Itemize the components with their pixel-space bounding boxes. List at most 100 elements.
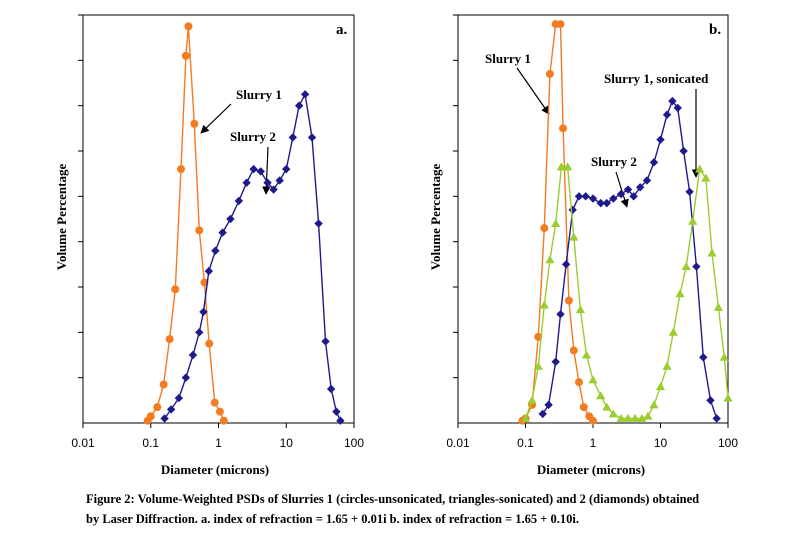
- panel-b-annotation-slurry-2: Slurry 2: [591, 154, 637, 169]
- panel-a-x-tick-label: 100: [344, 436, 364, 450]
- panel-b-x-tick-label: 0.1: [517, 436, 534, 450]
- panel-b-data-point: [637, 413, 647, 422]
- panel-b-data-point: [561, 260, 571, 269]
- panel-b-data-point: [616, 189, 626, 199]
- panel-a-data-point: [205, 339, 214, 348]
- panel-a-data-point: [300, 90, 310, 99]
- panel-b-x-axis-title: Diameter (microns): [537, 462, 645, 477]
- panel-b-data-point: [569, 232, 579, 241]
- panel-a-data-point: [195, 226, 204, 235]
- panel-a-x-tick-label: 0.01: [71, 436, 95, 450]
- panel-b-data-point: [574, 378, 583, 387]
- caption-line-1: Figure 2: Volume-Weighted PSDs of Slurri…: [86, 492, 700, 506]
- panel-a-data-point: [218, 228, 227, 237]
- panel-a-x-tick-label: 0.1: [142, 436, 159, 450]
- panel-a-data-point: [204, 266, 214, 276]
- panel-b-data-point: [559, 124, 568, 133]
- panel-a-data-point: [159, 380, 168, 389]
- panel-b-data-point: [701, 173, 711, 182]
- panel-b-chart: b. Volume Percentage Diameter (microns) …: [428, 14, 738, 477]
- panel-b-series-line: [542, 99, 718, 419]
- panel-b-data-point: [707, 248, 717, 257]
- panel-b-y-axis-title: Volume Percentage: [428, 164, 443, 271]
- panel-a-x-tick-label: 10: [280, 436, 294, 450]
- panel-a-data-point: [171, 285, 180, 294]
- panel-a-data-point: [336, 416, 345, 425]
- panel-b-data-point: [556, 20, 565, 29]
- panel-b-data-point: [533, 361, 543, 370]
- panel-a-data-point: [332, 407, 341, 416]
- panel-b-data-point: [668, 96, 677, 106]
- panel-b-series-layer: [518, 20, 733, 425]
- panel-a-series-line: [147, 26, 225, 422]
- panel-b-data-point: [623, 185, 633, 194]
- panel-b-data-point: [630, 413, 640, 422]
- panel-b-data-point: [564, 296, 573, 305]
- panel-a-arrow-slurry-1: [200, 103, 232, 134]
- panel-b-data-point: [679, 146, 688, 156]
- panel-b-data-point: [668, 327, 678, 336]
- panel-b-data-point: [712, 414, 721, 423]
- panel-a-data-point: [184, 22, 193, 31]
- panel-b-data-point: [539, 300, 549, 309]
- panel-a-data-point: [190, 119, 199, 128]
- panel-a-y-axis-title: Volume Percentage: [54, 164, 69, 271]
- panel-b-data-point: [562, 162, 573, 171]
- panel-a-x-tick-label: 1: [215, 436, 222, 450]
- panel-a-data-point: [321, 337, 330, 346]
- panel-b-data-point: [681, 262, 691, 271]
- panel-b-data-point: [596, 198, 605, 208]
- panel-a-data-point: [275, 176, 284, 185]
- panel-a-data-point: [210, 398, 219, 407]
- panel-a-data-point: [166, 405, 176, 414]
- panel-b-data-point: [662, 361, 672, 370]
- panel-a-data-point: [288, 133, 298, 142]
- panel-b-data-point: [643, 411, 653, 420]
- panel-a-data-point: [269, 185, 278, 194]
- panel-a-data-point: [146, 412, 155, 421]
- panel-a-data-point: [282, 164, 291, 174]
- panel-a-data-point: [181, 51, 190, 60]
- panel-b-label: b.: [709, 22, 721, 38]
- panel-b-data-point: [655, 382, 666, 391]
- panel-b-data-point: [589, 416, 597, 425]
- panel-b-data-point: [551, 357, 560, 366]
- panel-b-data-point: [706, 396, 715, 405]
- panel-a-label: a.: [336, 22, 348, 38]
- panel-a-data-point: [211, 246, 220, 255]
- panel-a-data-point: [188, 350, 198, 360]
- panel-b-data-point: [602, 198, 611, 208]
- panel-b-data-point: [545, 255, 555, 264]
- panel-a-data-point: [256, 167, 265, 176]
- panel-b-data-point: [692, 262, 701, 271]
- panel-b-data-point: [545, 69, 554, 78]
- panel-b-data-point: [556, 310, 565, 319]
- panel-a-ticks: 0.01 0.1 1 10 100: [71, 14, 364, 450]
- panel-b-annotation-slurry-1: Slurry 1: [485, 51, 531, 66]
- panel-b-data-point: [575, 305, 585, 314]
- panel-a-data-point: [314, 219, 323, 228]
- panel-b-annotation-slurry-1-sonicated: Slurry 1, sonicated: [604, 71, 709, 86]
- panel-b-data-point: [569, 346, 578, 355]
- panel-b-data-point: [579, 403, 588, 412]
- panel-a-data-point: [153, 403, 162, 412]
- panel-a-data-point: [174, 393, 184, 403]
- figure-caption: Figure 2: Volume-Weighted PSDs of Slurri…: [86, 489, 786, 529]
- panel-b-x-tick-label: 0.01: [446, 436, 470, 450]
- panel-a-annotation-slurry-2: Slurry 2: [230, 129, 276, 144]
- panel-a-data-point: [219, 416, 228, 425]
- panel-a-data-point: [307, 133, 317, 142]
- panel-a-data-point: [249, 164, 258, 174]
- panel-a-data-point: [263, 178, 272, 187]
- panel-b-data-point: [656, 135, 665, 144]
- panel-b-data-point: [649, 158, 659, 167]
- panel-b-arrow-slurry-2: [615, 171, 629, 208]
- panel-b-data-point: [574, 192, 584, 201]
- panel-a-data-point: [242, 178, 251, 187]
- panel-a-data-point: [226, 214, 235, 224]
- panel-b-data-point: [616, 413, 626, 422]
- panel-b-data-point: [673, 103, 682, 113]
- panel-b-data-point: [588, 194, 598, 203]
- panel-b-data-point: [685, 187, 694, 196]
